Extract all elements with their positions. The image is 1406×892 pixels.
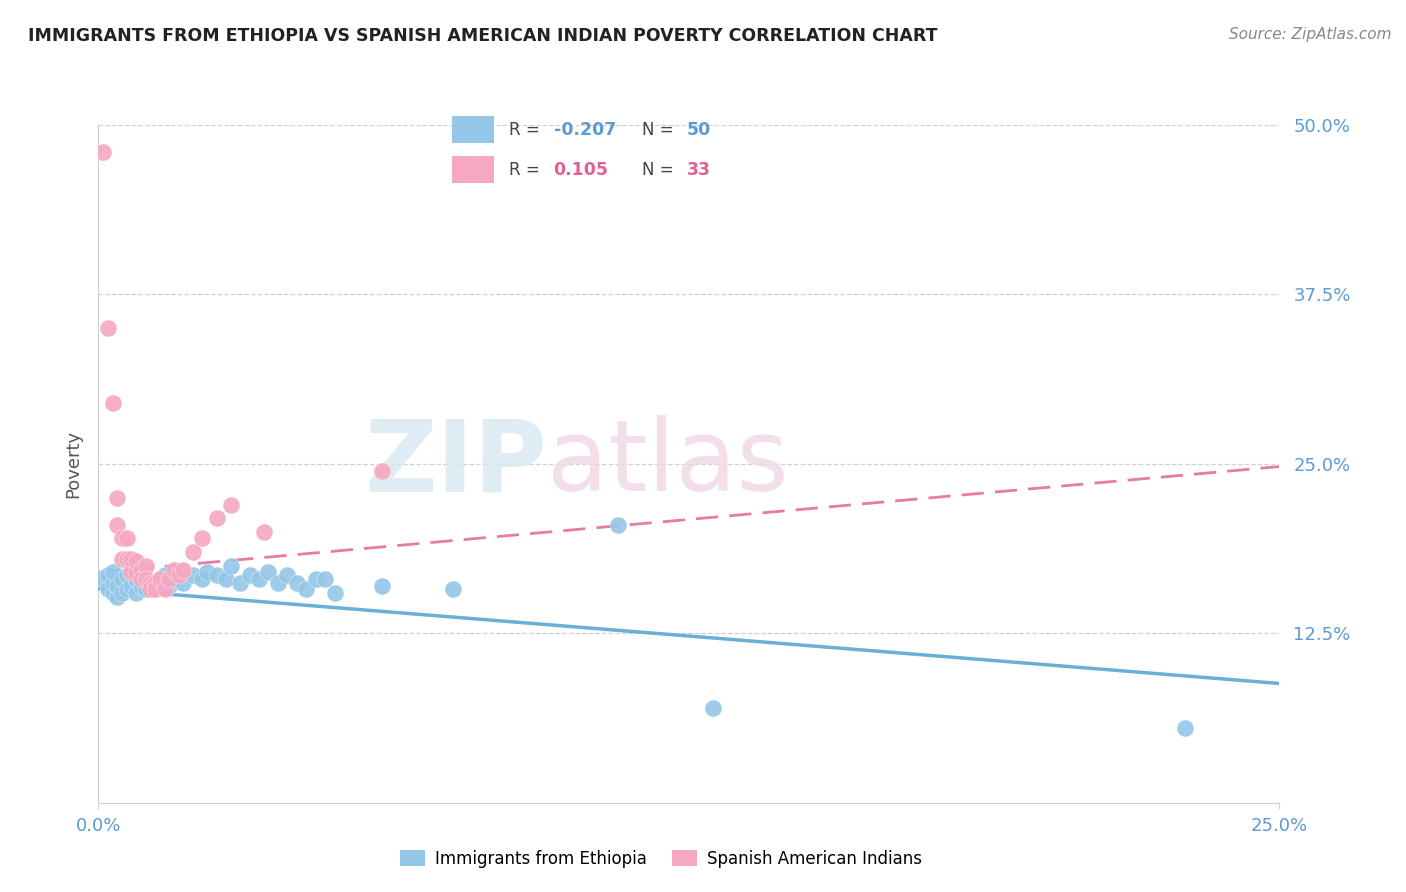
Point	[153, 582, 176, 596]
Point	[253, 524, 276, 539]
Point	[139, 576, 162, 591]
Point	[105, 590, 128, 604]
Point	[172, 563, 194, 577]
Text: 0.105: 0.105	[554, 161, 609, 178]
Text: R =: R =	[509, 121, 546, 139]
Point	[1174, 721, 1197, 735]
Point	[172, 576, 194, 591]
Point	[129, 572, 152, 586]
Point	[229, 576, 252, 591]
Point	[167, 568, 190, 582]
Point	[125, 566, 148, 580]
Point	[191, 532, 214, 546]
Text: N =: N =	[643, 161, 679, 178]
Point	[121, 579, 143, 593]
Point	[305, 572, 328, 586]
Point	[191, 572, 214, 586]
Point	[205, 568, 228, 582]
Point	[219, 558, 242, 573]
Point	[205, 511, 228, 525]
Legend: Immigrants from Ethiopia, Spanish American Indians: Immigrants from Ethiopia, Spanish Americ…	[394, 844, 928, 875]
Bar	[453, 156, 494, 183]
Point	[101, 576, 124, 591]
Point	[121, 566, 143, 580]
Point	[215, 572, 238, 586]
Point	[607, 517, 630, 532]
Point	[97, 321, 120, 335]
Point	[115, 551, 138, 566]
Point	[143, 582, 166, 596]
Point	[115, 532, 138, 546]
Point	[135, 572, 157, 586]
Point	[219, 498, 242, 512]
Point	[139, 582, 162, 596]
Point	[97, 582, 120, 596]
Point	[91, 572, 114, 586]
Text: ZIP: ZIP	[364, 416, 547, 512]
Point	[135, 558, 157, 573]
Text: R =: R =	[509, 161, 551, 178]
Point	[135, 582, 157, 596]
Text: N =: N =	[643, 121, 679, 139]
Point	[157, 572, 180, 586]
Point	[163, 572, 186, 586]
Point	[285, 576, 308, 591]
Text: 50: 50	[686, 121, 710, 139]
Point	[129, 566, 152, 580]
Point	[111, 532, 134, 546]
Point	[115, 582, 138, 596]
Point	[276, 568, 298, 582]
Point	[181, 568, 204, 582]
Point	[195, 566, 218, 580]
Point	[111, 572, 134, 586]
Text: -0.207: -0.207	[554, 121, 616, 139]
Point	[441, 582, 464, 596]
Text: atlas: atlas	[547, 416, 789, 512]
Point	[111, 585, 134, 599]
Point	[314, 572, 336, 586]
Point	[149, 572, 172, 586]
Point	[267, 576, 290, 591]
Point	[295, 582, 318, 596]
Point	[371, 464, 394, 478]
Text: 33: 33	[686, 161, 710, 178]
Y-axis label: Poverty: Poverty	[65, 430, 83, 498]
Point	[323, 585, 346, 599]
Point	[115, 568, 138, 582]
Point	[239, 568, 262, 582]
Point	[163, 563, 186, 577]
Point	[125, 554, 148, 568]
Point	[247, 572, 270, 586]
Text: Source: ZipAtlas.com: Source: ZipAtlas.com	[1229, 27, 1392, 42]
Point	[149, 572, 172, 586]
Bar	[453, 116, 494, 144]
Point	[257, 566, 280, 580]
Point	[97, 568, 120, 582]
Text: IMMIGRANTS FROM ETHIOPIA VS SPANISH AMERICAN INDIAN POVERTY CORRELATION CHART: IMMIGRANTS FROM ETHIOPIA VS SPANISH AMER…	[28, 27, 938, 45]
Point	[181, 545, 204, 559]
Point	[105, 491, 128, 505]
Point	[702, 701, 724, 715]
Point	[135, 572, 157, 586]
Point	[157, 579, 180, 593]
Point	[105, 517, 128, 532]
Point	[129, 579, 152, 593]
Point	[105, 579, 128, 593]
Point	[129, 563, 152, 577]
Point	[125, 572, 148, 586]
Point	[143, 576, 166, 591]
Point	[143, 582, 166, 596]
Point	[125, 585, 148, 599]
Point	[121, 566, 143, 580]
Point	[91, 145, 114, 159]
Point	[101, 566, 124, 580]
Point	[371, 579, 394, 593]
Point	[139, 576, 162, 591]
Point	[111, 551, 134, 566]
Point	[153, 568, 176, 582]
Point	[167, 566, 190, 580]
Point	[101, 396, 124, 410]
Point	[101, 585, 124, 599]
Point	[121, 551, 143, 566]
